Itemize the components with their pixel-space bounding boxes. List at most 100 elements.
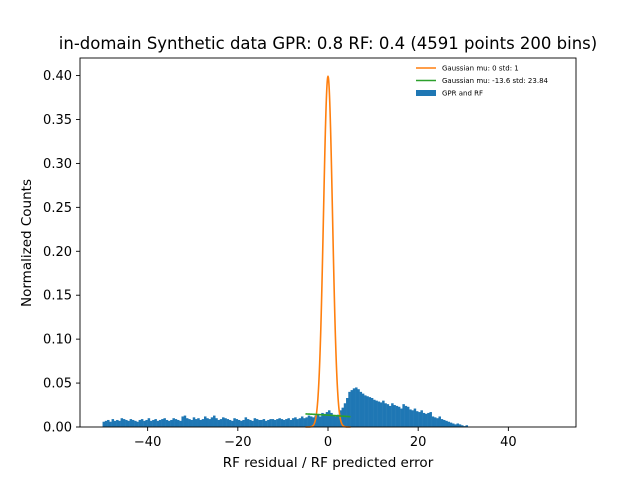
y-axis-label: Normalized Counts <box>19 179 35 307</box>
histogram-bar <box>235 419 239 427</box>
x-tick-label: −20 <box>224 435 251 450</box>
histogram-bar <box>156 420 160 427</box>
histogram-bar <box>305 417 308 427</box>
histogram-bar <box>170 419 173 427</box>
histogram-bar <box>237 419 241 427</box>
histogram-bar <box>197 418 200 427</box>
histogram-bar <box>260 419 263 427</box>
histogram-bar <box>303 418 306 427</box>
histogram-bar <box>420 410 423 427</box>
histogram-bar <box>143 420 146 427</box>
histogram-bar <box>104 420 108 427</box>
histogram-bar <box>219 419 223 427</box>
y-tick-label: 0.10 <box>43 333 72 348</box>
histogram-bar <box>228 419 232 427</box>
histogram-bar <box>332 415 336 427</box>
histogram-bar <box>210 417 214 427</box>
histogram-bar <box>452 423 455 427</box>
histogram-bar <box>465 425 469 427</box>
histogram-bar <box>427 412 430 427</box>
histogram-bar <box>122 419 126 427</box>
histogram-bar <box>206 418 209 427</box>
y-tick-label: 0.15 <box>43 289 72 304</box>
histogram-bar <box>343 403 347 427</box>
histogram-bar <box>357 389 360 427</box>
histogram-bar <box>273 419 277 427</box>
histogram-bar <box>449 422 453 427</box>
histogram-bar <box>406 406 410 427</box>
histogram-bar <box>386 404 390 427</box>
x-tick-label: 0 <box>324 435 332 450</box>
histogram-bar <box>323 413 326 427</box>
x-tick-label: −40 <box>134 435 161 450</box>
histogram-bar <box>454 424 457 427</box>
chart-title: in-domain Synthetic data GPR: 0.8 RF: 0.… <box>59 34 597 53</box>
plot-area: −40 −20 0 20 40 0.00 0.05 0.10 0.15 0.20 0.25 0.30 0… <box>43 57 577 450</box>
histogram-bar <box>127 420 130 427</box>
histogram-bar <box>300 416 304 427</box>
histogram-bar <box>442 419 446 427</box>
y-tick-label: 0.40 <box>43 69 72 84</box>
histogram-bar <box>233 418 236 427</box>
histogram-bar <box>269 419 272 427</box>
histogram-bar <box>116 419 119 427</box>
histogram-bar <box>377 401 381 427</box>
histogram-bar <box>433 417 437 427</box>
histogram-bar <box>113 420 117 427</box>
histogram-bar <box>379 402 383 427</box>
histogram-bar <box>125 419 128 427</box>
histogram-bar <box>355 387 358 427</box>
y-tick-label: 0.30 <box>43 157 72 172</box>
histogram-bar <box>217 419 221 427</box>
histogram-bar <box>458 424 462 427</box>
histogram-bar <box>278 418 281 427</box>
histogram-bar <box>158 419 162 427</box>
histogram-bar <box>262 419 266 427</box>
histogram-bar <box>346 398 349 427</box>
histogram-bar <box>249 419 252 427</box>
histogram-bar <box>431 416 435 427</box>
histogram-bar <box>213 415 216 427</box>
legend: Gaussian mu: 0 std: 1 Gaussian mu: -13.6 … <box>416 65 549 98</box>
histogram-bar <box>321 412 324 427</box>
histogram-bar <box>138 419 142 427</box>
histogram-bar <box>215 418 218 427</box>
histogram-bar <box>337 414 340 427</box>
histogram-bar <box>456 423 460 427</box>
legend-label: Gaussian mu: -13.6 std: 23.84 <box>442 77 549 85</box>
histogram-bar <box>289 419 293 427</box>
histogram-bar <box>185 418 189 427</box>
histogram-bar <box>118 420 121 427</box>
histogram-bar <box>440 419 444 427</box>
histogram-bar <box>111 419 115 427</box>
histogram-bar <box>204 416 207 427</box>
gaussian-line-1 <box>305 75 351 428</box>
histogram-bar <box>183 415 187 427</box>
histogram-bar <box>280 419 284 427</box>
histogram-bar <box>309 416 313 427</box>
histogram-bar <box>364 395 367 427</box>
histogram-bar <box>271 419 275 427</box>
histogram-bar <box>334 416 338 427</box>
histogram-bar <box>244 417 248 427</box>
histogram-bar <box>413 408 417 427</box>
histogram-bar <box>246 419 250 427</box>
histogram-bar <box>152 419 155 427</box>
histogram-bar <box>316 414 320 427</box>
histogram-bar <box>161 419 164 427</box>
histogram-bar <box>318 416 322 427</box>
histogram-bar <box>341 407 345 427</box>
histogram-bar <box>131 419 135 427</box>
histogram-bar <box>296 419 299 427</box>
histogram-bar <box>134 420 137 427</box>
histogram-bar <box>251 420 254 427</box>
histogram-bar <box>174 419 178 427</box>
histogram-bar <box>366 396 369 427</box>
histogram-bar <box>361 393 365 427</box>
histogram-bar <box>348 391 351 427</box>
histogram-bar <box>136 421 139 427</box>
histogram-bar <box>325 412 329 427</box>
histogram-bar <box>201 419 205 427</box>
histogram-bar <box>368 397 372 427</box>
